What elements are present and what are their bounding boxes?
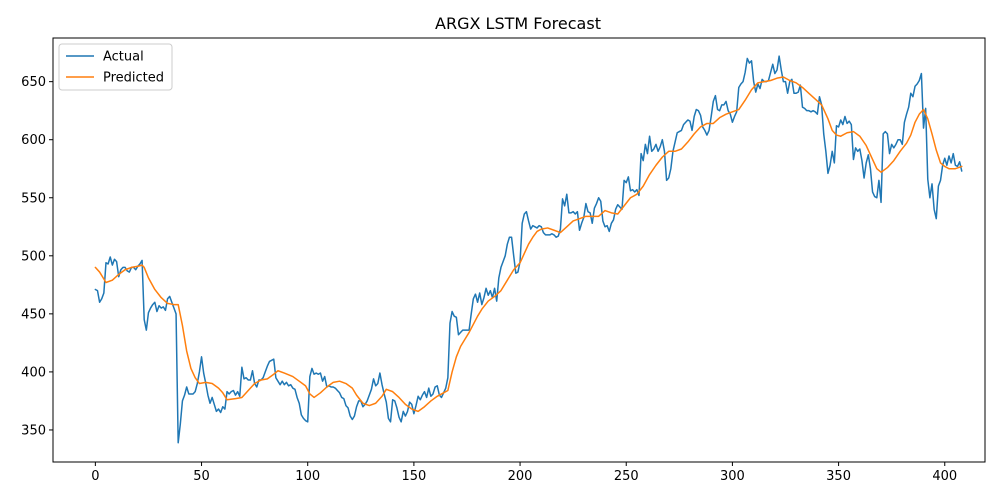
series-line-predicted (94, 76, 963, 413)
legend-label-actual: Actual (103, 50, 144, 65)
y-tick-label: 650 (21, 75, 46, 90)
y-tick-label: 350 (21, 423, 46, 438)
x-tick-label: 300 (720, 469, 745, 484)
x-tick-label: 400 (932, 469, 957, 484)
x-tick-label: 100 (295, 469, 320, 484)
x-tick-label: 0 (91, 469, 99, 484)
y-tick-label: 400 (21, 365, 46, 380)
plot-area (52, 37, 986, 463)
legend-label-predicted: Predicted (103, 71, 164, 86)
series-layer (94, 55, 963, 444)
x-tick-label: 150 (401, 469, 426, 484)
y-tick-label: 450 (21, 307, 46, 322)
x-tick-label: 200 (508, 469, 533, 484)
legend: Actual Predicted (58, 43, 173, 91)
y-tick-label: 500 (21, 249, 46, 264)
x-tick-label: 350 (826, 469, 851, 484)
x-tick-label: 250 (614, 469, 639, 484)
chart-title: ARGX LSTM Forecast (435, 14, 601, 33)
axes-frame (52, 37, 986, 463)
series-line-actual (94, 55, 963, 444)
y-axis: 350 400 450 500 550 600 650 (21, 75, 53, 438)
x-axis: 0 50 100 150 200 250 300 350 400 (91, 462, 957, 484)
y-tick-label: 600 (21, 133, 46, 148)
y-tick-label: 550 (21, 191, 46, 206)
x-tick-label: 50 (193, 469, 210, 484)
